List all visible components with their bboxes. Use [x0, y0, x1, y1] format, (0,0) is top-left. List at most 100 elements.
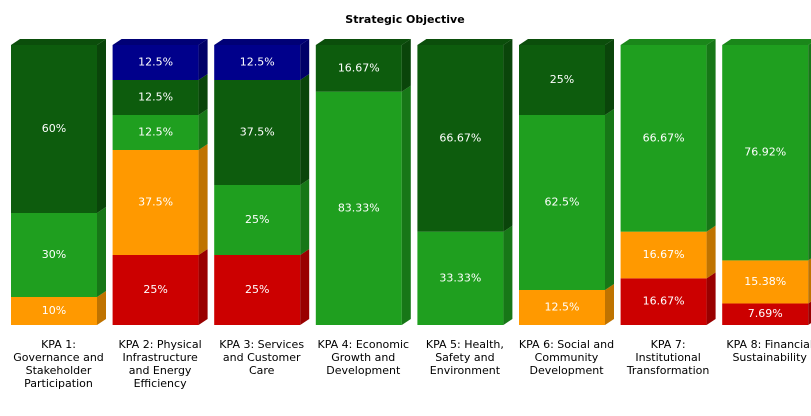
- bar-front: [417, 231, 504, 325]
- bar-front: [417, 45, 504, 232]
- bar-front: [214, 185, 301, 255]
- bar-side: [300, 39, 310, 80]
- bar-front: [620, 278, 707, 325]
- data-label: 12.5%: [138, 126, 173, 139]
- bar-segment: [112, 249, 208, 325]
- bar-segment: [214, 74, 310, 185]
- x-tick-label: KPA 1: Governance and Stakeholder Partic…: [13, 338, 104, 390]
- data-label: 15.38%: [744, 275, 786, 288]
- bar-front: [519, 45, 605, 115]
- bar-side: [605, 109, 614, 290]
- data-label: 37.5%: [240, 126, 275, 139]
- bar-side: [97, 291, 106, 325]
- data-label: 12.5%: [545, 301, 580, 314]
- bar-side: [605, 284, 614, 325]
- bar-side: [401, 85, 411, 326]
- bar-side: [706, 272, 716, 325]
- bar-segment: [722, 39, 811, 261]
- bar-segment: [620, 225, 716, 279]
- bar-front: [214, 45, 301, 80]
- bar-front: [112, 45, 199, 80]
- bar-front: [722, 45, 809, 261]
- bar-side: [198, 249, 208, 325]
- data-label: 66.67%: [643, 131, 685, 144]
- data-label: 25%: [245, 213, 269, 226]
- bar-front: [11, 297, 97, 325]
- bar-segment: [214, 39, 310, 80]
- data-label: 16.67%: [643, 295, 685, 308]
- bar-side: [503, 225, 513, 325]
- bar-segment: [315, 85, 411, 326]
- data-label: 12.5%: [138, 91, 173, 104]
- data-label: 25%: [143, 283, 167, 296]
- data-label: 16.67%: [643, 248, 685, 261]
- bar-front: [519, 290, 605, 325]
- bar-top: [519, 39, 614, 45]
- bar-front: [620, 45, 707, 232]
- bar-front: [11, 213, 97, 297]
- bar-top: [722, 39, 811, 45]
- bar-front: [519, 115, 605, 290]
- bar-segment: [11, 207, 106, 297]
- bar-top: [417, 39, 513, 45]
- data-label: 10%: [42, 304, 66, 317]
- bar-front: [112, 150, 199, 255]
- bar-side: [401, 39, 411, 92]
- bar-segment: [11, 39, 106, 213]
- x-tick-label: KPA 6: Social and Community Development: [518, 338, 615, 377]
- bar-segment: [620, 39, 716, 232]
- bar-segment: [722, 301, 811, 325]
- x-tick-label: KPA 8: Financial Sustainability: [726, 338, 811, 364]
- bar-front: [315, 45, 402, 92]
- bar-side: [808, 301, 811, 325]
- x-tick-label: KPA 2: Physical Infrastructure and Energ…: [118, 338, 202, 390]
- bar-top: [214, 39, 310, 45]
- bar-front: [722, 260, 809, 304]
- x-tick-label: KPA 4: Economic Growth and Development: [317, 338, 410, 377]
- bar-segment: [315, 39, 411, 92]
- bar-front: [722, 303, 809, 325]
- data-label: 60%: [42, 122, 66, 135]
- bar-front: [214, 80, 301, 185]
- bar-side: [503, 39, 513, 232]
- bar-side: [97, 207, 106, 297]
- bar-top: [11, 39, 106, 45]
- data-label: 83.33%: [338, 201, 380, 214]
- bar-front: [11, 45, 97, 213]
- bar-segment: [417, 225, 513, 325]
- x-tick-label: KPA 3: Services and Customer Care: [219, 338, 305, 377]
- bar-side: [198, 144, 208, 255]
- bar-front: [112, 80, 199, 115]
- data-label: 62.5%: [545, 196, 580, 209]
- bar-front: [112, 115, 199, 150]
- bar-front: [620, 231, 707, 279]
- bar-segment: [214, 179, 310, 255]
- x-tick-label: KPA 7: Institutional Transformation: [626, 338, 710, 377]
- bar-segment: [112, 109, 208, 150]
- bar-side: [198, 39, 208, 80]
- bar-top: [112, 39, 208, 45]
- bar-segment: [214, 249, 310, 325]
- bar-segment: [620, 272, 716, 325]
- bar-side: [706, 39, 716, 232]
- bar-side: [605, 39, 614, 115]
- bar-side: [808, 43, 811, 261]
- bar-side: [198, 74, 208, 115]
- data-label: 66.67%: [439, 131, 481, 144]
- bar-front: [315, 91, 402, 326]
- data-label: 33.33%: [439, 271, 481, 284]
- bar-top: [315, 39, 411, 45]
- data-label: 25%: [245, 283, 269, 296]
- bar-segment: [722, 258, 811, 304]
- data-label: 25%: [550, 73, 574, 86]
- data-label: 37.5%: [138, 196, 173, 209]
- bar-segment: [519, 109, 614, 290]
- bar-segment: [519, 39, 614, 115]
- bar-segment: [417, 39, 513, 232]
- bar-segment: [112, 74, 208, 115]
- data-label: 30%: [42, 248, 66, 261]
- bar-top: [620, 39, 716, 45]
- bar-segment: [112, 144, 208, 255]
- bar-front: [112, 255, 199, 325]
- bar-side: [808, 258, 811, 304]
